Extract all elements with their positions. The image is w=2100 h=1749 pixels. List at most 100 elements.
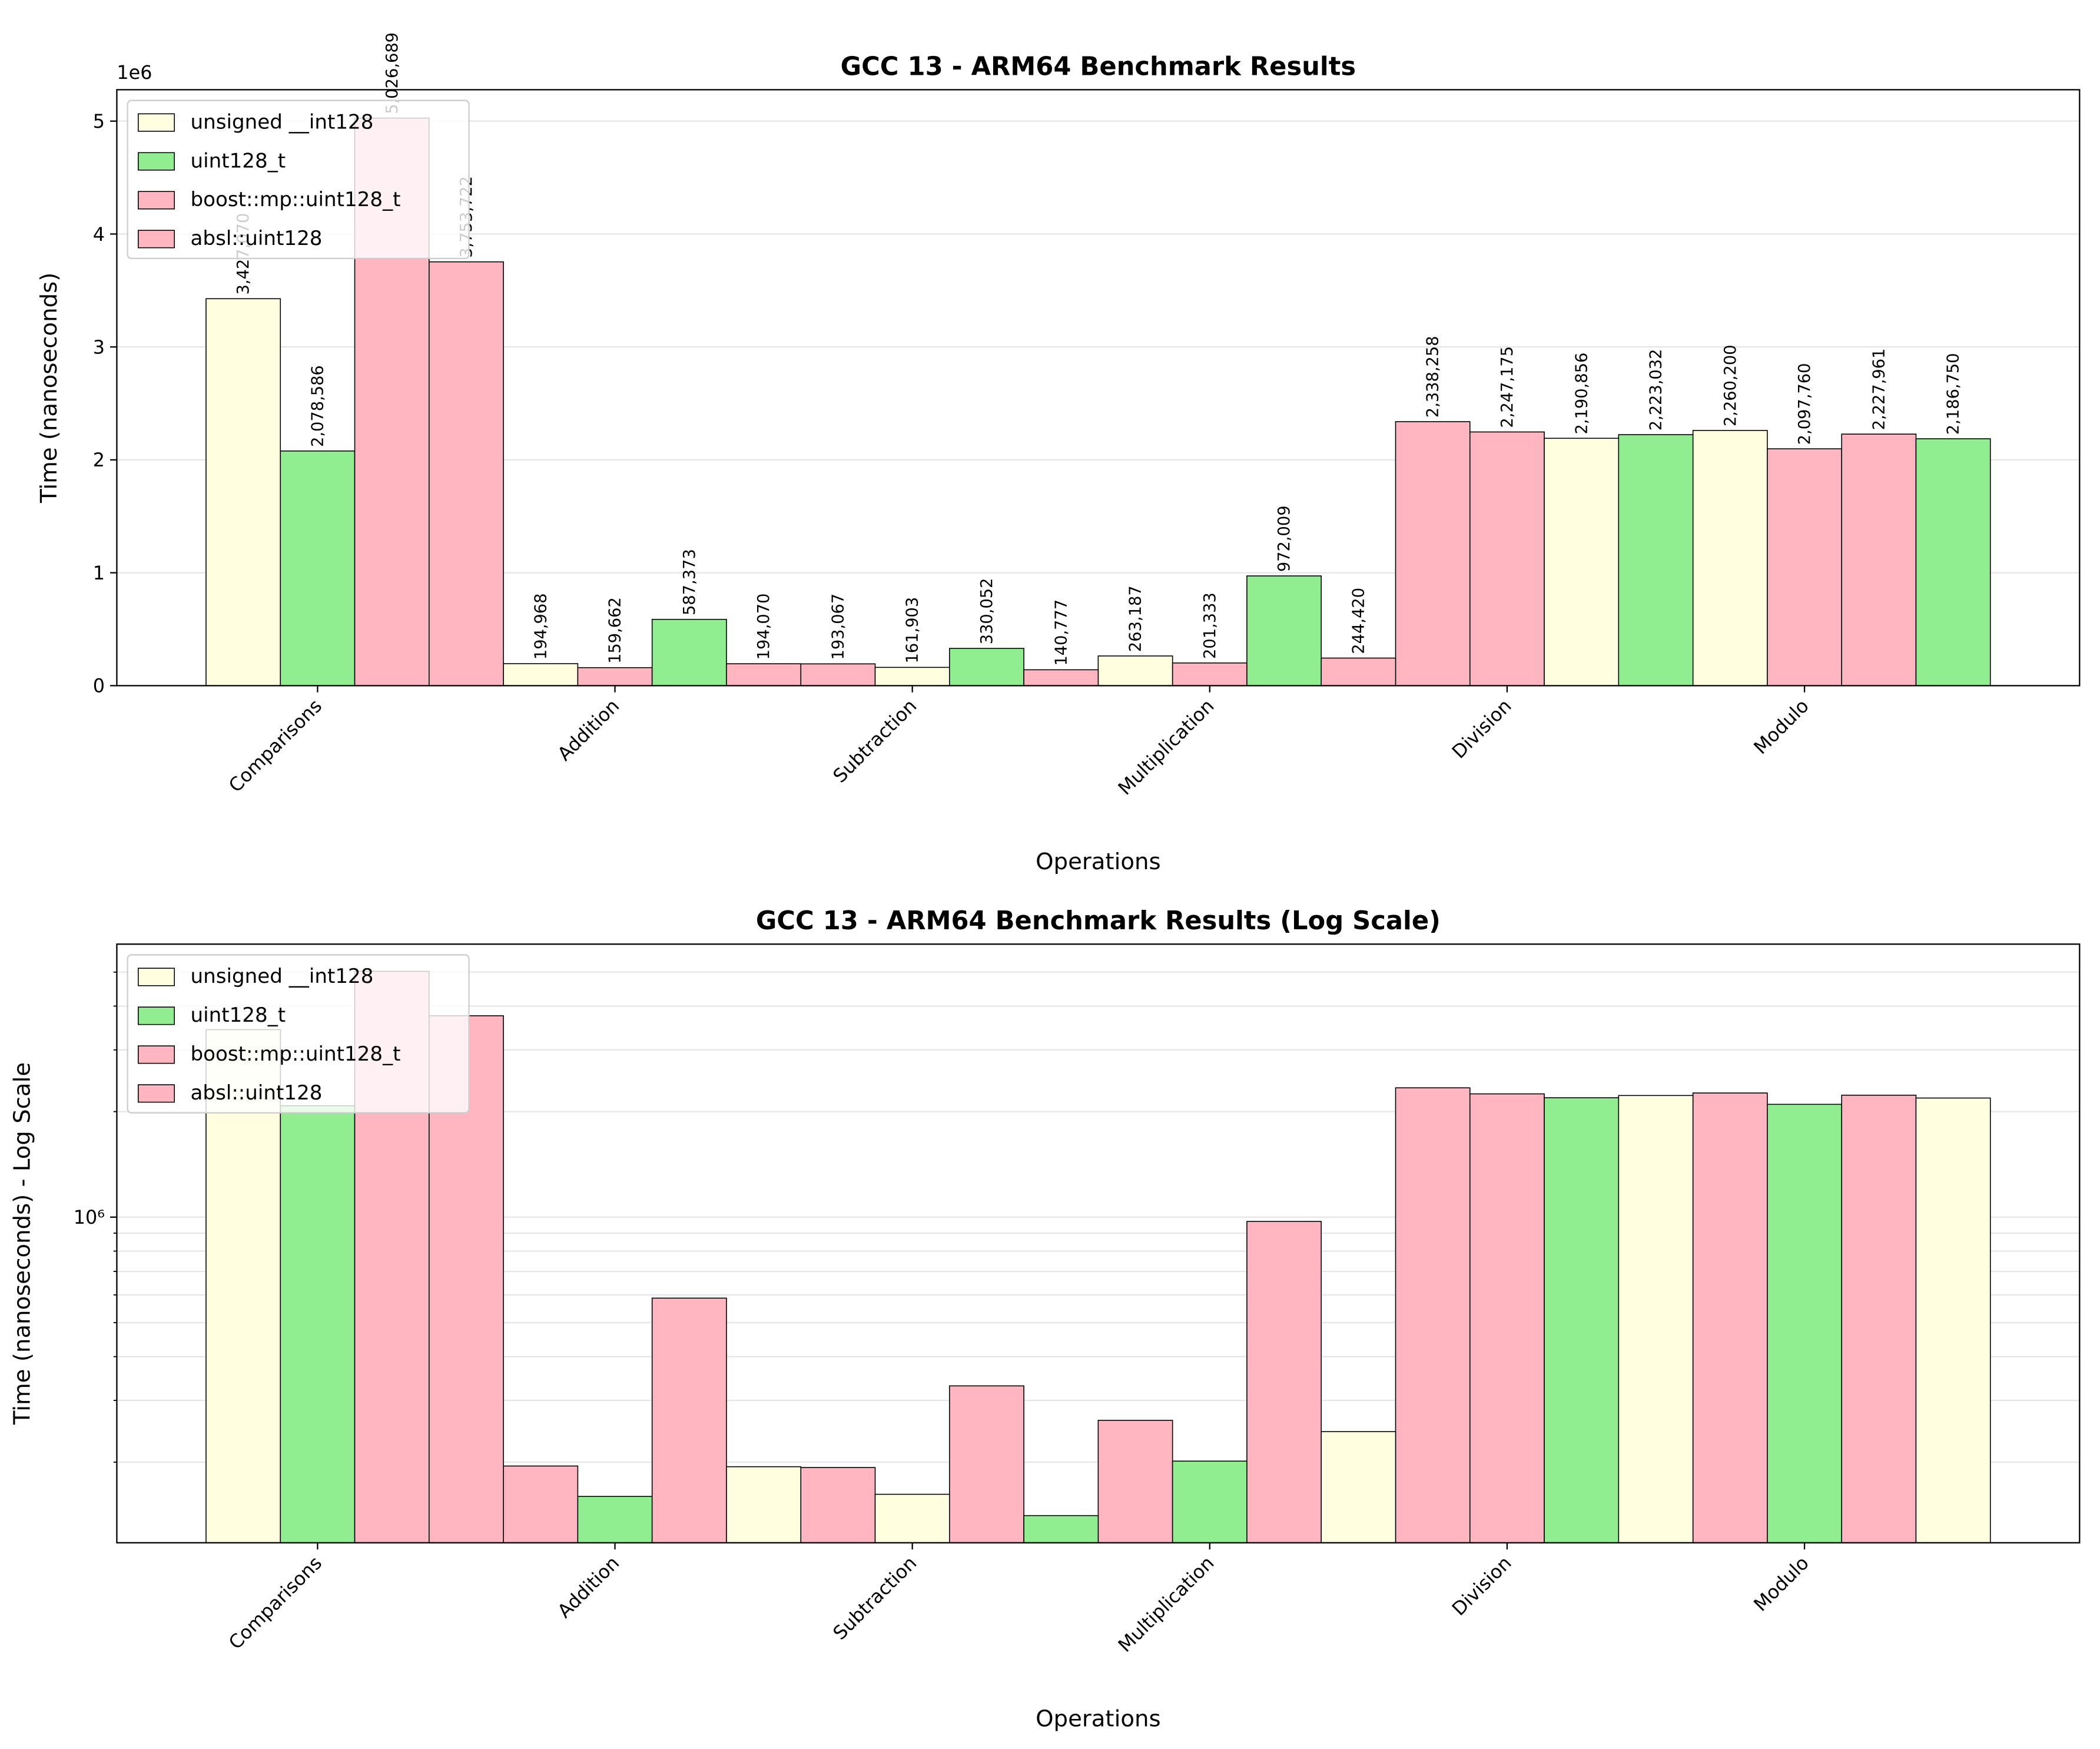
y-offset-label: 1e6: [117, 61, 152, 84]
legend-label: boost::mp::uint128_t: [191, 188, 401, 211]
value-label: 140,777: [1052, 599, 1070, 666]
bar: [280, 450, 356, 687]
x-axis-label: Operations: [1036, 1705, 1161, 1732]
bar: [1395, 421, 1471, 687]
bar: [1395, 1087, 1471, 1543]
value-label: 159,662: [606, 597, 625, 664]
bar: [651, 1297, 727, 1543]
bar: [1023, 1515, 1099, 1543]
bar: [1692, 430, 1768, 687]
legend-patch: [138, 230, 175, 249]
x-tick-label: Modulo: [1749, 1552, 1813, 1616]
x-tick-label: Subtraction: [828, 1552, 921, 1644]
y-tick-label: 1: [93, 562, 105, 584]
legend-patch: [138, 968, 175, 986]
bar: [205, 1029, 281, 1543]
value-label: 2,190,856: [1572, 353, 1591, 435]
x-tick-label: Division: [1448, 695, 1516, 763]
x-tick-label: Addition: [553, 695, 623, 766]
bar: [1246, 575, 1322, 687]
bar: [280, 1105, 356, 1543]
x-tick-label: Multiplication: [1114, 1552, 1219, 1657]
y-tick-label: 4: [93, 223, 105, 246]
legend-label: boost::mp::uint128_t: [191, 1042, 401, 1066]
bar: [1321, 1431, 1396, 1543]
y-tick-label: 10⁶: [74, 1206, 105, 1228]
y-tick-label: 0: [93, 675, 105, 697]
bar: [205, 298, 281, 687]
bar: [1915, 438, 1991, 687]
bar: [1767, 448, 1842, 687]
value-label: 2,260,200: [1721, 344, 1740, 426]
bar: [1618, 1095, 1694, 1543]
bar: [1172, 1460, 1248, 1543]
axes-frame: [116, 943, 2081, 1543]
value-label: 2,078,586: [308, 365, 327, 447]
bar: [577, 667, 653, 687]
bar: [800, 663, 876, 687]
value-label: 244,420: [1349, 588, 1368, 654]
x-tick-label: Comparisons: [224, 1552, 326, 1654]
bar: [503, 663, 579, 687]
value-label: 2,247,175: [1498, 346, 1517, 428]
bar: [1097, 1420, 1173, 1543]
bar: [874, 1493, 950, 1543]
legend-box: [127, 100, 470, 260]
value-label: 263,187: [1127, 585, 1145, 652]
bar: [429, 261, 504, 687]
legend-label: absl::uint128: [191, 1081, 323, 1105]
bar: [1097, 655, 1173, 687]
bar: [949, 1385, 1024, 1543]
y-axis-label: Time (nanoseconds): [36, 273, 62, 504]
bar: [1841, 433, 1917, 687]
value-label: 2,097,760: [1796, 363, 1814, 445]
bar: [503, 1465, 579, 1543]
legend-label: unsigned __int128: [191, 110, 374, 134]
legend-patch: [138, 1045, 175, 1064]
value-label: 201,333: [1201, 592, 1219, 659]
value-label: 330,052: [978, 578, 996, 644]
bar: [1544, 1097, 1620, 1543]
x-tick-label: Multiplication: [1114, 695, 1219, 800]
legend-patch: [138, 191, 175, 210]
bar: [726, 1466, 802, 1543]
bar: [651, 618, 727, 687]
chart-title: GCC 13 - ARM64 Benchmark Results (Log Sc…: [756, 906, 1441, 936]
y-axis-label: Time (nanoseconds) - Log Scale: [9, 1062, 36, 1425]
bar: [577, 1496, 653, 1543]
bar: [1841, 1094, 1917, 1543]
value-label: 2,186,750: [1945, 353, 1963, 435]
legend-label: uint128_t: [191, 1003, 286, 1027]
chart-title: GCC 13 - ARM64 Benchmark Results: [841, 52, 1356, 81]
bar: [874, 667, 950, 687]
bar: [1469, 431, 1545, 687]
bar: [1172, 662, 1248, 687]
bar: [1023, 669, 1099, 687]
legend-label: absl::uint128: [191, 227, 323, 250]
value-label: 194,968: [532, 593, 550, 660]
value-label: 2,223,032: [1647, 349, 1666, 431]
value-label: 193,067: [829, 594, 847, 660]
legend-label: unsigned __int128: [191, 965, 374, 988]
bar: [726, 663, 802, 687]
bar: [949, 648, 1024, 687]
x-tick-label: Subtraction: [828, 695, 921, 787]
value-label: 161,903: [904, 597, 922, 664]
x-tick-label: Modulo: [1749, 695, 1813, 759]
bar: [1915, 1097, 1991, 1543]
bar: [1767, 1104, 1842, 1543]
value-label: 972,009: [1275, 505, 1293, 572]
axes-frame: [116, 89, 2081, 687]
value-label: 587,373: [681, 549, 699, 615]
y-tick-label: 3: [93, 336, 105, 359]
bar: [1469, 1093, 1545, 1543]
value-label: 2,338,258: [1424, 336, 1442, 418]
x-axis-label: Operations: [1036, 849, 1161, 875]
bar: [1321, 657, 1396, 687]
legend-box: [127, 954, 470, 1114]
legend-patch: [138, 152, 175, 171]
x-tick-label: Comparisons: [224, 695, 326, 797]
subplot: 10⁶ Comparisons Addition Subtraction Multipl…: [9, 906, 2081, 1732]
bar: [1692, 1092, 1768, 1543]
